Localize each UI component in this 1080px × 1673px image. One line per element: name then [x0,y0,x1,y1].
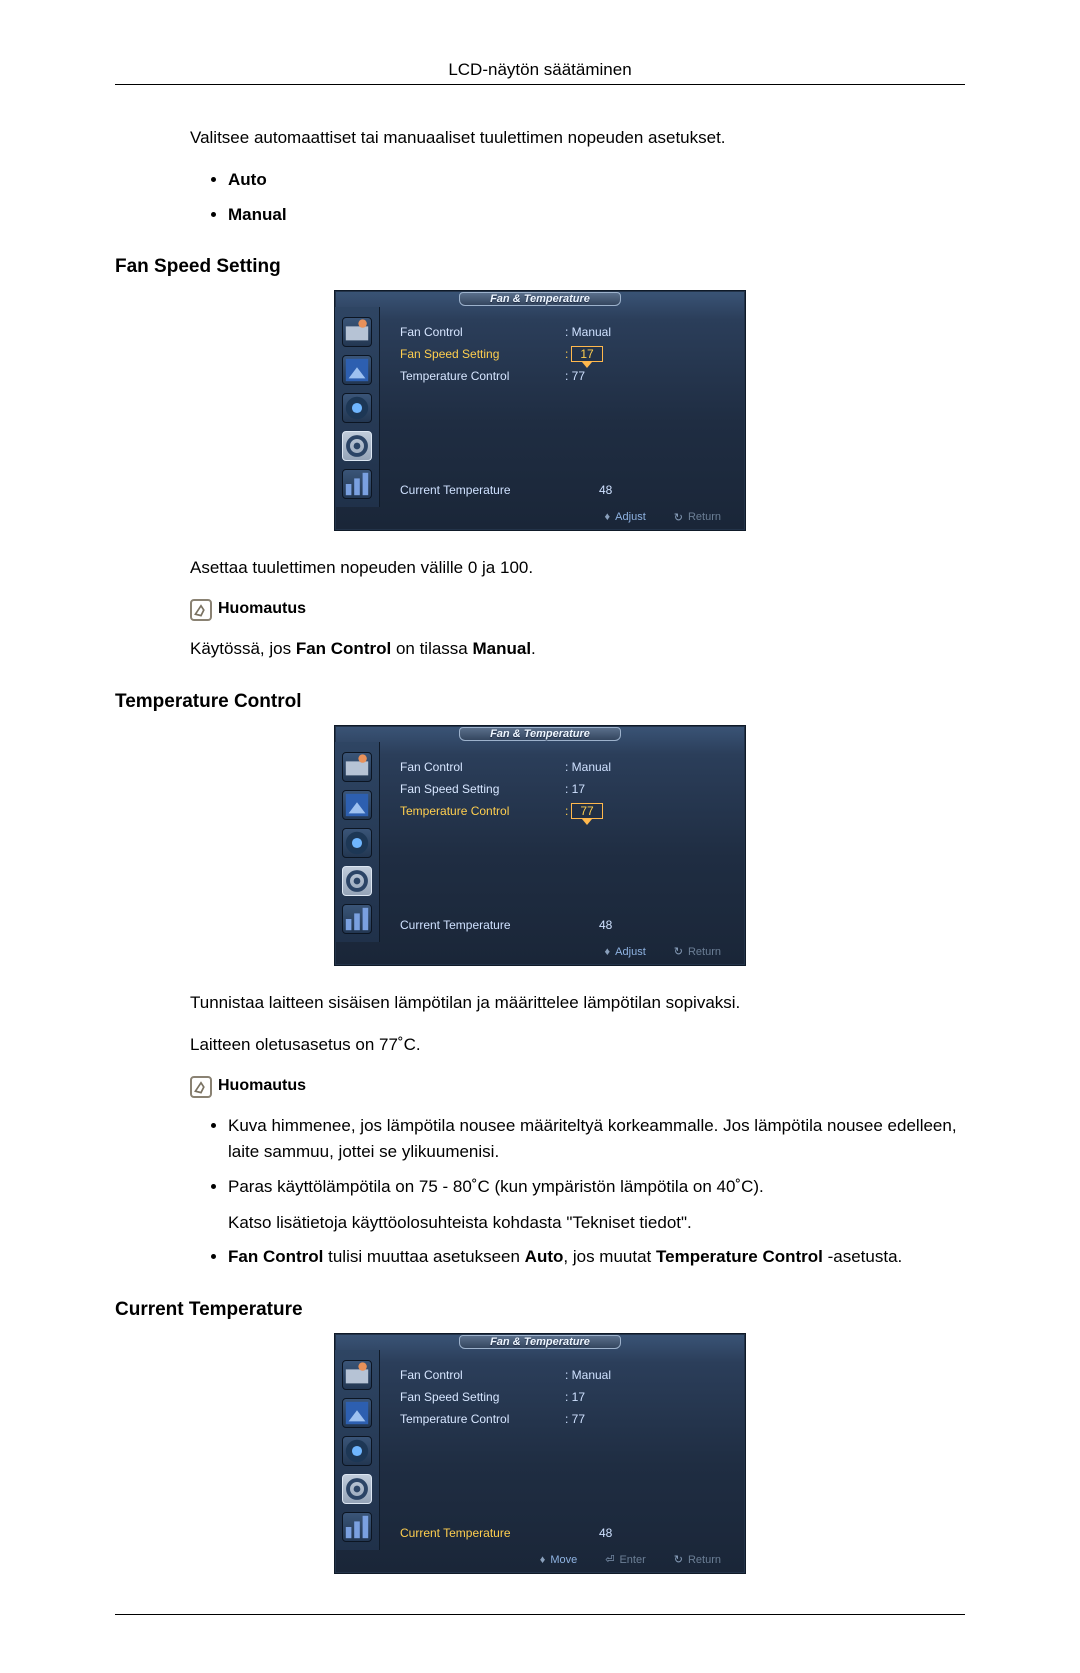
osd-value-current-temp: 48 [599,483,612,497]
osd-label-fan-control: Fan Control [400,760,565,774]
input-icon [342,317,372,347]
osd-value-fan-speed: : 17 [565,1390,585,1404]
multi-icon [342,469,372,499]
osd-footer-adjust: ♦Adjust [605,946,646,958]
osd-footer: ♦Adjust ↻Return [335,507,745,530]
osd-screenshot-current-temp: Fan & Temperature Fan Control: Manual Fa… [334,1333,746,1574]
osd-label-current-temp: Current Temperature [400,1526,565,1540]
osd-value-temp-control: : 77 [565,1412,585,1426]
osd-value-fan-control: : Manual [565,760,611,774]
heading-fan-speed: Fan Speed Setting [115,256,965,278]
setup-icon [342,866,372,896]
osd-title: Fan & Temperature [459,292,621,306]
osd-sidebar [335,1350,380,1550]
setup-icon [342,431,372,461]
osd-value-current-temp: 48 [599,1526,612,1540]
heading-current-temperature: Current Temperature [115,1299,965,1321]
note-icon [190,599,212,621]
osd-screenshot-temp-control: Fan & Temperature Fan Control: Manual Fa… [334,725,746,966]
osd-sidebar [335,742,380,942]
osd-sidebar [335,307,380,507]
osd-value-current-temp: 48 [599,918,612,932]
setup-icon [342,1474,372,1504]
osd-label-fan-speed: Fan Speed Setting [400,347,565,361]
osd-label-temp-control: Temperature Control [400,1412,565,1426]
list-item: Fan Control tulisi muuttaa asetukseen Au… [228,1244,965,1270]
osd-label-fan-speed: Fan Speed Setting [400,782,565,796]
osd-label-temp-control: Temperature Control [400,804,565,818]
sound-icon [342,393,372,423]
osd-label-fan-control: Fan Control [400,325,565,339]
picture-icon [342,355,372,385]
footer-rule [115,1614,965,1615]
osd-footer-enter: ⏎Enter [605,1553,646,1566]
temp-control-desc2: Laitteen oletusasetus on 77˚C. [190,1032,965,1058]
sound-icon [342,828,372,858]
note-label: Huomautus [218,1074,306,1099]
osd-title: Fan & Temperature [459,727,621,741]
osd-value-fan-control: : Manual [565,325,611,339]
multi-icon [342,904,372,934]
osd-footer: ♦Adjust ↻Return [335,942,745,965]
osd-footer: ♦Move ⏎Enter ↻Return [335,1550,745,1573]
input-icon [342,1360,372,1390]
heading-temperature-control: Temperature Control [115,691,965,713]
list-item: Paras käyttölämpötila on 75 - 80˚C (kun … [228,1174,965,1237]
list-item-auto: Auto [228,170,267,189]
osd-value-fan-speed[interactable]: 17 [571,346,602,362]
temp-control-desc1: Tunnistaa laitteen sisäisen lämpötilan j… [190,990,965,1016]
fan-speed-desc: Asettaa tuulettimen nopeuden välille 0 j… [190,555,965,581]
osd-title: Fan & Temperature [459,1335,621,1349]
osd-screenshot-fan-speed: Fan & Temperature Fan Control: Manual Fa… [334,290,746,531]
sound-icon [342,1436,372,1466]
note-icon [190,1076,212,1098]
fan-speed-note-text: Käytössä, jos Fan Control on tilassa Man… [190,636,965,662]
page-header-title: LCD-näytön säätäminen [115,60,965,80]
picture-icon [342,1398,372,1428]
osd-footer-move: ♦Move [540,1554,578,1566]
osd-label-temp-control: Temperature Control [400,369,565,383]
osd-footer-return: ↻Return [674,1553,721,1566]
osd-value-temp-control: : 77 [565,369,585,383]
picture-icon [342,790,372,820]
osd-label-fan-control: Fan Control [400,1368,565,1382]
list-item-manual: Manual [228,205,287,224]
note-label: Huomautus [218,597,306,622]
osd-label-current-temp: Current Temperature [400,483,565,497]
osd-label-current-temp: Current Temperature [400,918,565,932]
osd-value-temp-control[interactable]: 77 [571,803,602,819]
osd-value-fan-control: : Manual [565,1368,611,1382]
osd-footer-adjust: ♦Adjust [605,511,646,523]
osd-value-fan-speed: : 17 [565,782,585,796]
osd-footer-return: ↻Return [674,511,721,524]
input-icon [342,752,372,782]
osd-footer-return: ↻Return [674,945,721,958]
intro-text: Valitsee automaattiset tai manuaaliset t… [190,125,965,151]
intro-list: Auto Manual [190,167,965,228]
list-item: Kuva himmenee, jos lämpötila nousee määr… [228,1113,965,1166]
header-rule [115,84,965,85]
osd-label-fan-speed: Fan Speed Setting [400,1390,565,1404]
temp-control-list: Kuva himmenee, jos lämpötila nousee määr… [190,1113,965,1271]
